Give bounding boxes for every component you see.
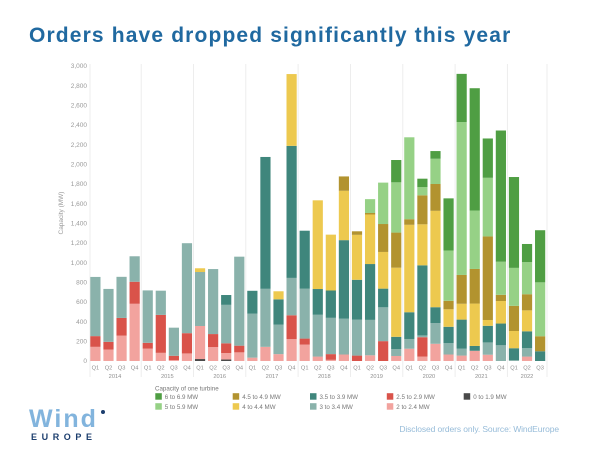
svg-text:Q1: Q1: [249, 365, 257, 371]
svg-text:Q4: Q4: [497, 365, 505, 371]
svg-text:4.5 to 4.9 MW: 4.5 to 4.9 MW: [242, 394, 281, 401]
svg-text:Q2: Q2: [209, 365, 217, 371]
svg-text:Q3: Q3: [536, 365, 544, 371]
svg-text:2021: 2021: [475, 374, 488, 380]
svg-text:3,000: 3,000: [71, 63, 88, 70]
svg-text:Q3: Q3: [484, 365, 492, 371]
svg-text:3.5 to 3.9 MW: 3.5 to 3.9 MW: [320, 394, 359, 401]
svg-text:2.5 to 2.9 MW: 2.5 to 2.9 MW: [396, 394, 435, 401]
svg-text:Q1: Q1: [406, 365, 414, 371]
svg-text:400: 400: [76, 319, 87, 326]
svg-text:1,600: 1,600: [71, 201, 88, 208]
svg-text:2,600: 2,600: [71, 103, 88, 110]
svg-text:2,400: 2,400: [71, 122, 88, 129]
svg-text:2,000: 2,000: [71, 162, 88, 169]
svg-text:2,800: 2,800: [71, 83, 88, 90]
svg-text:2018: 2018: [318, 374, 331, 380]
svg-text:2020: 2020: [423, 374, 436, 380]
svg-text:Q3: Q3: [222, 365, 230, 371]
svg-text:6 to 6.9 MW: 6 to 6.9 MW: [165, 394, 199, 401]
svg-text:2019: 2019: [370, 374, 383, 380]
svg-text:2017: 2017: [266, 374, 279, 380]
svg-text:1,000: 1,000: [71, 260, 88, 267]
svg-text:2022: 2022: [521, 374, 534, 380]
svg-text:2014: 2014: [109, 374, 122, 380]
svg-text:600: 600: [76, 299, 87, 306]
svg-text:Q3: Q3: [275, 365, 283, 371]
svg-text:4 to 4.4 MW: 4 to 4.4 MW: [242, 404, 276, 411]
svg-text:Q4: Q4: [445, 365, 453, 371]
svg-text:200: 200: [76, 339, 87, 346]
svg-text:Q4: Q4: [288, 365, 296, 371]
svg-text:Q1: Q1: [92, 365, 100, 371]
svg-text:2015: 2015: [161, 374, 174, 380]
svg-text:Q3: Q3: [432, 365, 440, 371]
svg-text:Q4: Q4: [183, 365, 191, 371]
svg-text:Capacity of one turbine: Capacity of one turbine: [155, 386, 219, 393]
svg-text:Q3: Q3: [170, 365, 178, 371]
svg-text:Q4: Q4: [236, 365, 244, 371]
svg-text:Q1: Q1: [301, 365, 309, 371]
svg-text:Q1: Q1: [510, 365, 518, 371]
svg-text:2 to 2.4 MW: 2 to 2.4 MW: [396, 404, 430, 411]
svg-text:Q1: Q1: [353, 365, 361, 371]
svg-text:Q3: Q3: [379, 365, 387, 371]
svg-text:Q2: Q2: [523, 365, 531, 371]
svg-text:800: 800: [76, 280, 87, 287]
svg-text:Q3: Q3: [118, 365, 126, 371]
svg-text:Q4: Q4: [131, 365, 139, 371]
svg-text:2016: 2016: [213, 374, 226, 380]
svg-text:Q2: Q2: [262, 365, 270, 371]
svg-text:Q1: Q1: [196, 365, 204, 371]
svg-text:3 to 3.4 MW: 3 to 3.4 MW: [320, 404, 354, 411]
svg-text:Q2: Q2: [314, 365, 322, 371]
svg-text:Q2: Q2: [157, 365, 165, 371]
svg-text:Q2: Q2: [366, 365, 374, 371]
svg-text:0 to 1.9 MW: 0 to 1.9 MW: [473, 394, 507, 401]
svg-text:Q1: Q1: [144, 365, 152, 371]
svg-text:Q2: Q2: [419, 365, 427, 371]
svg-text:Q4: Q4: [392, 365, 400, 371]
svg-text:Q4: Q4: [340, 365, 348, 371]
svg-text:1,400: 1,400: [71, 221, 88, 228]
svg-text:Q2: Q2: [105, 365, 113, 371]
svg-text:5 to 5.9 MW: 5 to 5.9 MW: [165, 404, 199, 411]
svg-text:1,800: 1,800: [71, 181, 88, 188]
svg-text:Capacity (MW): Capacity (MW): [58, 192, 65, 235]
svg-text:1,200: 1,200: [71, 240, 88, 247]
svg-text:Q1: Q1: [458, 365, 466, 371]
svg-text:0: 0: [83, 358, 87, 365]
svg-text:2,200: 2,200: [71, 142, 88, 149]
svg-text:Q3: Q3: [327, 365, 335, 371]
svg-text:Q2: Q2: [471, 365, 479, 371]
